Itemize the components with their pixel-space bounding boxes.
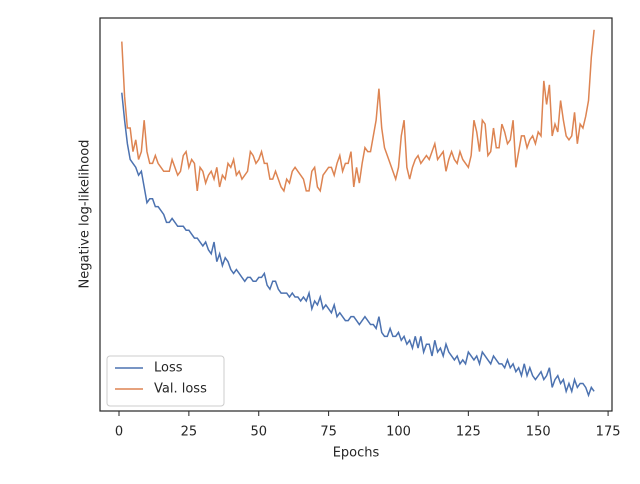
plot-frame xyxy=(99,17,613,412)
x-axis-label: Epochs xyxy=(333,446,380,461)
legend: Loss Val. loss xyxy=(106,355,225,407)
x-tick-label: 75 xyxy=(320,425,337,440)
x-tick-label: 150 xyxy=(526,425,551,440)
legend-label: Val. loss xyxy=(154,382,207,397)
x-tick-label: 100 xyxy=(386,425,411,440)
x-tick-label: 25 xyxy=(181,425,198,440)
x-tick-label: 0 xyxy=(115,425,123,440)
legend-label: Loss xyxy=(154,361,183,376)
x-tick-label: 50 xyxy=(250,425,267,440)
x-tick-label: 125 xyxy=(456,425,481,440)
y-axis-label: Negative log-likelihood xyxy=(78,140,93,289)
line-series xyxy=(121,92,595,398)
x-tick-label: 175 xyxy=(596,425,621,440)
line-series xyxy=(121,29,595,193)
